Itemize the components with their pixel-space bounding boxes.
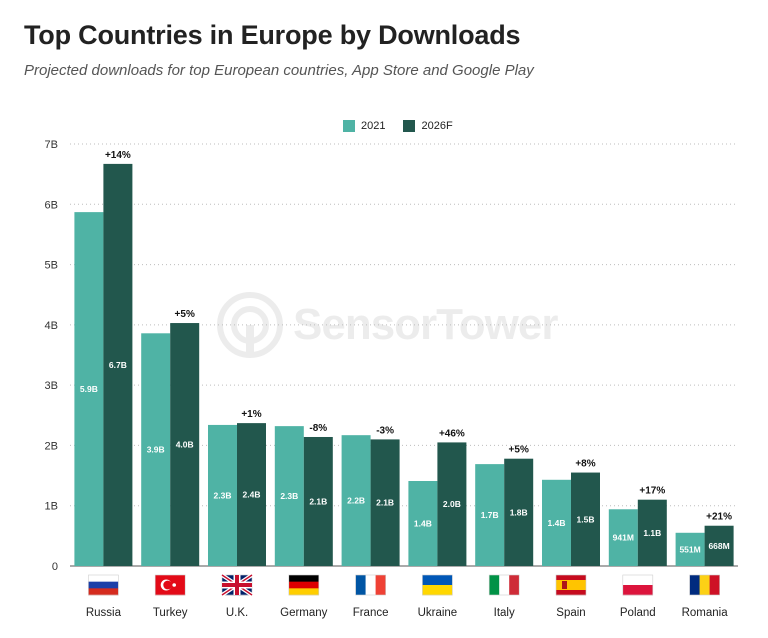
- legend: 2021 2026F: [343, 120, 453, 132]
- data-label-2021: 5.9B: [80, 384, 98, 394]
- bar-2026f: [237, 423, 266, 566]
- data-label-2026f: 668M: [708, 541, 729, 551]
- bar-2021: [542, 479, 571, 566]
- data-label-2026f: 1.8B: [510, 507, 528, 517]
- flag-uk-icon: [220, 573, 254, 597]
- bar-2021: [208, 424, 237, 566]
- flag-germany-icon: [288, 574, 320, 596]
- data-label-2021: 2.3B: [214, 490, 232, 500]
- data-label-2026f: 2.1B: [376, 498, 394, 508]
- flag-italy-icon: [488, 574, 520, 596]
- x-tick-label: Germany: [280, 607, 328, 619]
- growth-label: +17%: [639, 486, 665, 497]
- y-tick-label: 4B: [45, 320, 58, 332]
- bar-2021: [608, 509, 638, 566]
- bar-2026f: [103, 163, 133, 566]
- growth-label: -8%: [309, 423, 327, 434]
- bar-2021: [341, 435, 371, 566]
- y-tick-label: 7B: [45, 139, 58, 151]
- flag-romania-icon: [689, 574, 720, 596]
- legend-item-2021: 2021: [343, 120, 385, 132]
- bar-2021: [475, 464, 505, 566]
- flag-poland-icon: [622, 574, 654, 596]
- growth-label: +5%: [509, 445, 529, 456]
- data-label-2026f: 6.7B: [109, 360, 127, 370]
- legend-swatch-2026f: [403, 120, 416, 132]
- y-tick-label: 3B: [45, 380, 58, 392]
- x-tick-label: Spain: [556, 607, 585, 619]
- legend-item-2026f: 2026F: [403, 120, 453, 132]
- bar-2026f: [704, 525, 734, 566]
- bar-2026f: [504, 458, 534, 566]
- x-tick-label: France: [353, 607, 389, 619]
- bar-2026f: [170, 323, 200, 566]
- y-tick-label: 0: [52, 561, 58, 573]
- growth-label: +5%: [175, 309, 195, 320]
- bar-2026f: [437, 442, 467, 566]
- data-label-2021: 551M: [679, 544, 700, 554]
- y-tick-label: 6B: [45, 199, 58, 211]
- x-tick-label: U.K.: [226, 607, 248, 619]
- growth-label: -3%: [376, 425, 394, 436]
- data-label-2026f: 1.1B: [643, 528, 661, 538]
- y-tick-label: 1B: [45, 501, 58, 513]
- flag-france-icon: [355, 574, 386, 596]
- flag-spain-icon: [555, 574, 587, 596]
- data-label-2021: 941M: [613, 533, 634, 543]
- bar-2026f: [637, 499, 667, 566]
- bar-2021: [74, 212, 104, 566]
- bar-2021: [675, 532, 705, 566]
- x-tick-label: Ukraine: [418, 607, 458, 619]
- data-label-2021: 1.4B: [414, 518, 432, 528]
- data-label-2026f: 1.5B: [577, 514, 595, 524]
- y-tick-label: 2B: [45, 440, 58, 452]
- data-label-2021: 1.4B: [548, 518, 566, 528]
- chart-title: Top Countries in Europe by Downloads: [24, 20, 521, 50]
- growth-label: +21%: [706, 512, 732, 523]
- data-label-2021: 2.2B: [347, 496, 365, 506]
- flag-russia-icon: [88, 574, 119, 596]
- bar-2021: [141, 333, 171, 566]
- legend-swatch-2021: [343, 120, 355, 132]
- data-label-2026f: 4.0B: [176, 440, 194, 450]
- flag-ukraine-icon: [422, 574, 453, 596]
- data-label-2026f: 2.1B: [309, 496, 327, 506]
- growth-label: +14%: [105, 150, 131, 161]
- bar-2026f: [571, 472, 600, 566]
- data-label-2021: 3.9B: [147, 445, 165, 455]
- chart-subtitle: Projected downloads for top European cou…: [24, 62, 534, 79]
- bar-2021: [274, 426, 304, 566]
- growth-label: +46%: [439, 428, 465, 439]
- x-tick-label: Romania: [682, 607, 729, 619]
- data-label-2026f: 2.4B: [243, 490, 261, 500]
- x-tick-label: Italy: [494, 607, 515, 619]
- bar-2026f: [370, 439, 400, 566]
- x-tick-label: Poland: [620, 607, 656, 619]
- legend-label-2021: 2021: [361, 120, 386, 132]
- growth-label: +1%: [241, 409, 261, 420]
- bar-2026f: [303, 436, 333, 566]
- x-tick-label: Russia: [86, 607, 122, 619]
- bar-2021: [408, 480, 438, 566]
- x-tick-label: Turkey: [153, 607, 188, 619]
- y-tick-label: 5B: [45, 260, 58, 272]
- legend-label-2026f: 2026F: [421, 120, 453, 132]
- flag-turkey-icon: [154, 574, 186, 596]
- data-label-2021: 2.3B: [280, 491, 298, 501]
- data-label-2021: 1.7B: [481, 510, 499, 520]
- data-label-2026f: 2.0B: [443, 499, 461, 509]
- growth-label: +8%: [575, 459, 595, 470]
